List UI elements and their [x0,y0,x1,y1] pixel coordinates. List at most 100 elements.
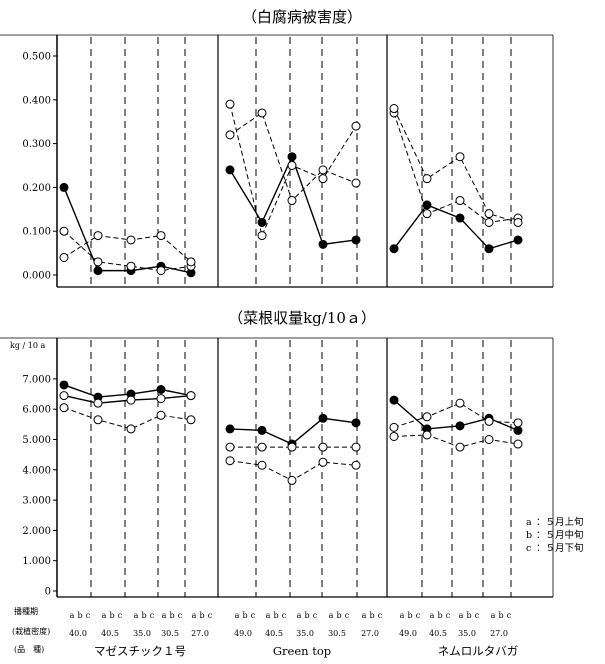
sowing-time-label: a [134,611,139,620]
data-point-c [287,475,297,485]
y-tick-label: 0.200 [22,183,51,194]
data-point-a [59,380,69,390]
data-point-b [126,261,136,271]
sowing-time-label: a [70,611,75,620]
chart-title-2: （菜根収量kg/10ａ） [228,309,376,327]
sowing-time-label: c [208,611,213,620]
data-point-b [318,174,328,184]
y-axis-label-2: kg / 10 a [10,341,45,350]
sowing-time-label: b [273,611,278,620]
sowing-time-label: b [466,611,471,620]
data-point-c [59,252,69,262]
cultivar-label: マゼスチック１号 [94,644,186,658]
data-point-c [484,435,494,444]
series-line-a [63,187,192,274]
sowing-time-label: a [297,611,302,620]
data-point-a [389,395,399,405]
data-point-c [225,130,235,140]
density-label: 27.0 [361,629,379,638]
y-tick-label: 4.000 [22,465,51,476]
data-point-b [455,196,465,206]
data-point-b [225,442,235,452]
data-point-c [318,165,328,175]
x-row2-label: (栽植密度) [12,626,50,636]
y-tick-label: 0.100 [22,227,51,238]
data-point-a [351,418,361,428]
x-row1-label: 播種期 [14,606,38,616]
data-point-c [156,231,166,241]
series-line-b [393,402,519,428]
data-point-b [351,121,361,131]
data-point-b [484,416,494,426]
y-tick-label: 2.000 [22,526,51,537]
sowing-time-label: a [329,611,334,620]
data-point-b [484,217,494,227]
sowing-time-label: c [251,611,256,620]
sowing-time-label: c [507,611,512,620]
data-point-c [455,152,465,162]
legend: a ：５月上旬 b ：５月中旬 c ：５月下旬 [526,516,584,554]
data-point-a [513,235,523,245]
data-point-a [93,266,103,276]
density-label: 40.5 [429,629,447,638]
x-row3-label: (品 種) [14,644,44,654]
chart-title-1: （白腐病被害度） [242,8,362,26]
data-point-c [455,442,465,452]
density-label: 49.0 [399,629,417,638]
data-point-c [59,403,69,413]
data-point-c [484,209,494,219]
y-tick-label: 5.000 [22,435,51,446]
legend-key: b [526,530,532,541]
data-point-a [59,182,69,192]
sowing-time-label: a [102,611,107,620]
y-tick-label: 0.000 [22,271,51,282]
density-label: 35.0 [133,629,151,638]
sowing-time-label: b [369,611,374,620]
data-point-a [287,152,297,162]
data-point-c [318,457,328,467]
data-point-b [59,391,69,401]
data-point-c [186,257,196,267]
density-label: 27.0 [191,629,209,638]
data-point-b [257,442,267,452]
series-line-a [393,204,519,250]
data-point-a [257,217,267,227]
data-point-a [318,413,328,423]
sowing-time-label: b [169,611,174,620]
sowing-time-label: b [77,611,82,620]
sowing-time-label: a [266,611,271,620]
legend-key: c [526,543,531,554]
sowing-time-label: b [437,611,442,620]
series-line-b [393,112,519,223]
sowing-time-label: a [459,611,464,620]
data-point-b [156,266,166,276]
data-point-c [225,456,235,466]
sowing-time-label: c [345,611,350,620]
data-point-a [156,385,166,395]
sowing-time-label: a [192,611,197,620]
density-label: 27.0 [490,629,508,638]
sowing-time-label: c [313,611,318,620]
data-point-b [287,161,297,170]
legend-text: ：５月下旬 [536,542,584,554]
data-point-b [513,418,523,428]
sowing-time-label: c [118,611,123,620]
data-point-a [455,213,465,223]
sowing-time-label: a [162,611,167,620]
sowing-time-label: b [141,611,146,620]
data-point-c [513,439,523,449]
data-point-a [484,244,494,254]
y-tick-label: 0.400 [22,95,51,106]
data-point-c [257,108,267,118]
marks-layer [59,99,523,485]
series-line-c [393,108,519,223]
data-point-c [93,415,103,425]
data-point-a [225,424,235,434]
data-point-a [257,425,267,435]
sowing-time-label: b [498,611,503,620]
sowing-time-label: a [430,611,435,620]
density-label: 40.0 [69,629,87,638]
sowing-time-label: b [336,611,341,620]
y-tick-label: 0.300 [22,139,51,150]
data-point-b [287,442,297,452]
